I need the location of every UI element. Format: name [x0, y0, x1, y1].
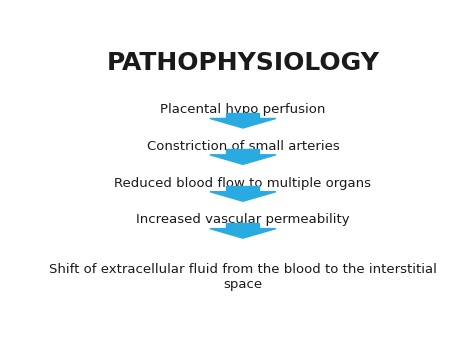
Polygon shape: [227, 149, 259, 155]
Polygon shape: [210, 155, 276, 164]
Text: Shift of extracellular fluid from the blood to the interstitial
space: Shift of extracellular fluid from the bl…: [49, 263, 437, 291]
Polygon shape: [210, 192, 276, 201]
Polygon shape: [227, 223, 259, 229]
Polygon shape: [227, 113, 259, 119]
Text: Reduced blood flow to multiple organs: Reduced blood flow to multiple organs: [114, 176, 372, 190]
Polygon shape: [210, 119, 276, 128]
Text: Increased vascular permeability: Increased vascular permeability: [136, 213, 350, 226]
Polygon shape: [227, 186, 259, 192]
Text: Placental hypo perfusion: Placental hypo perfusion: [160, 103, 326, 116]
Text: PATHOPHYSIOLOGY: PATHOPHYSIOLOGY: [107, 51, 379, 75]
Text: Constriction of small arteries: Constriction of small arteries: [146, 140, 339, 153]
Polygon shape: [210, 229, 276, 238]
